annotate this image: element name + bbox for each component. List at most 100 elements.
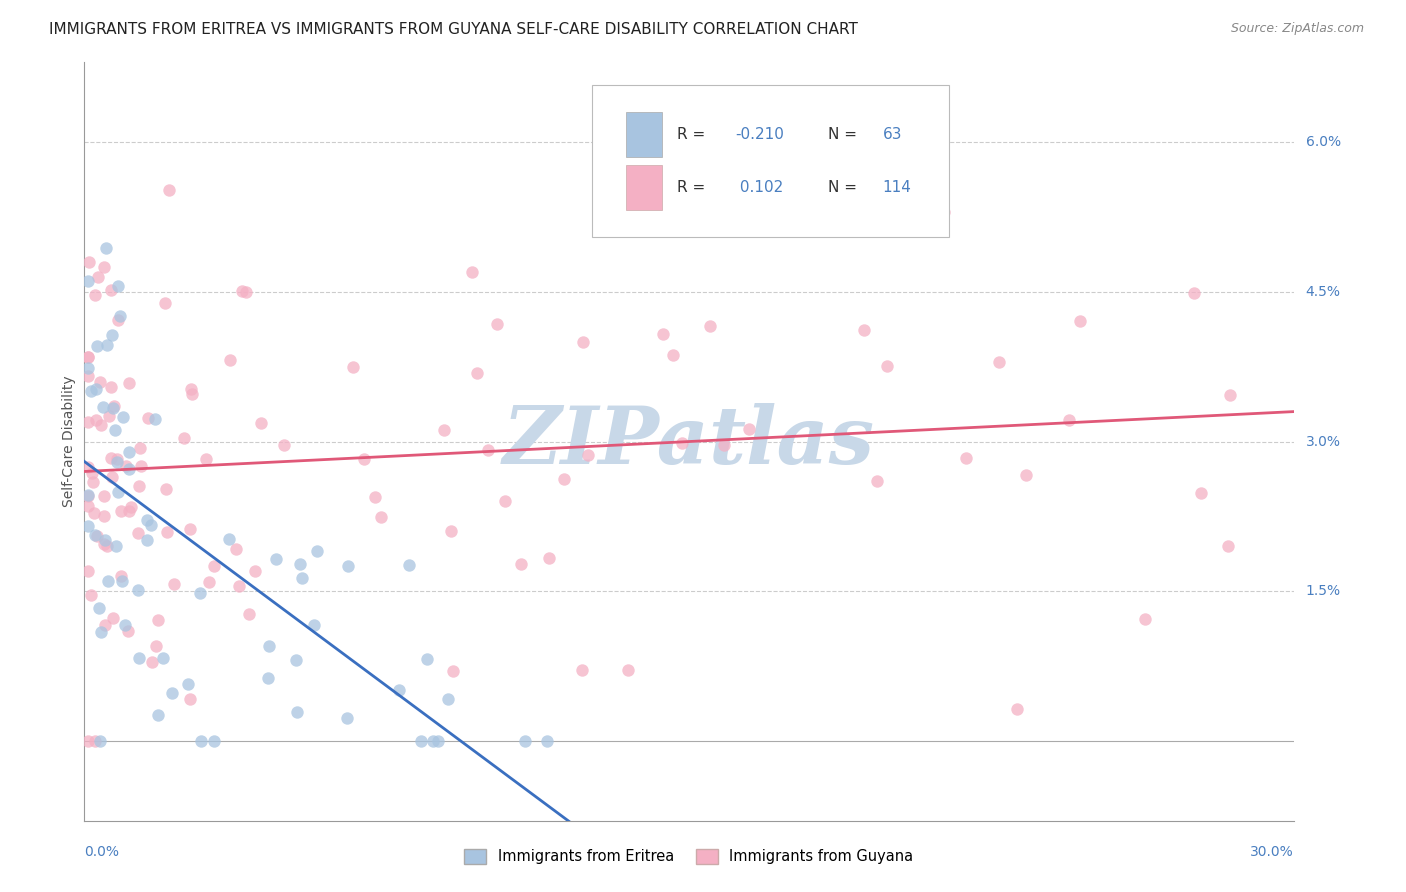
Point bbox=[576, 448, 599, 462]
Point bbox=[77, 564, 100, 578]
Point bbox=[94, 618, 117, 632]
Point bbox=[264, 551, 287, 566]
Point bbox=[225, 542, 247, 557]
Point bbox=[876, 359, 898, 373]
Point bbox=[290, 558, 312, 572]
Point bbox=[307, 544, 329, 558]
Point bbox=[336, 559, 359, 574]
Point bbox=[190, 734, 212, 748]
Point bbox=[437, 691, 460, 706]
Point bbox=[662, 348, 685, 362]
Point bbox=[100, 380, 122, 394]
Point bbox=[1057, 413, 1080, 427]
Point bbox=[304, 617, 326, 632]
Point bbox=[465, 366, 488, 380]
Point bbox=[235, 285, 257, 299]
Point bbox=[129, 459, 152, 474]
Point bbox=[713, 438, 735, 452]
Point bbox=[441, 664, 464, 678]
Point bbox=[179, 691, 201, 706]
Point bbox=[107, 313, 129, 327]
Point bbox=[1069, 314, 1091, 328]
Point bbox=[93, 260, 115, 275]
Point bbox=[77, 459, 100, 474]
Point bbox=[136, 410, 159, 425]
Point bbox=[97, 409, 120, 424]
Point bbox=[77, 734, 100, 748]
Point bbox=[866, 474, 889, 488]
Point bbox=[494, 493, 516, 508]
Point bbox=[513, 734, 536, 748]
Point bbox=[128, 479, 150, 493]
Point bbox=[118, 461, 141, 475]
Point bbox=[84, 528, 107, 542]
Text: R =: R = bbox=[676, 180, 710, 195]
Point bbox=[146, 708, 169, 723]
FancyBboxPatch shape bbox=[592, 85, 949, 236]
Point bbox=[96, 539, 118, 553]
Text: Source: ZipAtlas.com: Source: ZipAtlas.com bbox=[1230, 22, 1364, 36]
Point bbox=[198, 574, 221, 589]
Point bbox=[127, 525, 149, 540]
Text: R =: R = bbox=[676, 127, 710, 142]
Text: -0.210: -0.210 bbox=[735, 127, 783, 142]
Point bbox=[93, 509, 115, 524]
Text: ZIPatlas: ZIPatlas bbox=[503, 403, 875, 480]
Point bbox=[988, 354, 1011, 368]
Point bbox=[370, 510, 392, 524]
Point bbox=[194, 451, 217, 466]
Point bbox=[177, 677, 200, 691]
Text: 1.5%: 1.5% bbox=[1306, 584, 1341, 599]
Text: 30.0%: 30.0% bbox=[1250, 845, 1294, 859]
Point bbox=[955, 450, 977, 465]
Point bbox=[461, 265, 484, 279]
Text: 4.5%: 4.5% bbox=[1306, 285, 1340, 299]
Point bbox=[671, 436, 693, 450]
Point bbox=[87, 270, 110, 285]
Point bbox=[111, 574, 134, 588]
Text: 3.0%: 3.0% bbox=[1306, 434, 1340, 449]
Point bbox=[90, 624, 112, 639]
Point bbox=[571, 663, 593, 677]
Point bbox=[538, 550, 561, 565]
Point bbox=[219, 353, 242, 368]
Point bbox=[118, 376, 141, 390]
Point bbox=[135, 512, 157, 526]
Point bbox=[110, 568, 132, 582]
Point bbox=[136, 533, 159, 547]
Point bbox=[1182, 286, 1205, 301]
Point bbox=[257, 639, 280, 653]
Y-axis label: Self-Care Disability: Self-Care Disability bbox=[62, 376, 76, 508]
Point bbox=[104, 539, 127, 553]
Point bbox=[145, 639, 167, 653]
Bar bbox=[626, 112, 662, 157]
Point bbox=[162, 576, 184, 591]
Point bbox=[77, 489, 100, 503]
Point bbox=[426, 734, 449, 748]
Text: 0.0%: 0.0% bbox=[84, 845, 120, 859]
Point bbox=[103, 401, 125, 415]
Point bbox=[82, 475, 104, 489]
Point bbox=[250, 416, 273, 430]
Point bbox=[409, 734, 432, 748]
Point bbox=[120, 500, 142, 514]
Point bbox=[86, 339, 108, 353]
Point bbox=[84, 382, 107, 396]
Point bbox=[101, 328, 124, 343]
Point bbox=[651, 327, 673, 342]
Point bbox=[143, 411, 166, 425]
Point bbox=[111, 410, 134, 425]
Point bbox=[699, 319, 721, 334]
Point bbox=[173, 431, 195, 445]
Point bbox=[157, 183, 180, 197]
Point bbox=[353, 451, 375, 466]
Point bbox=[932, 205, 955, 219]
Point bbox=[477, 442, 499, 457]
Point bbox=[148, 614, 170, 628]
Point bbox=[117, 624, 139, 638]
Point bbox=[84, 288, 107, 302]
Text: 63: 63 bbox=[883, 127, 901, 142]
Point bbox=[94, 533, 117, 548]
Point bbox=[114, 617, 136, 632]
Point bbox=[433, 423, 456, 437]
